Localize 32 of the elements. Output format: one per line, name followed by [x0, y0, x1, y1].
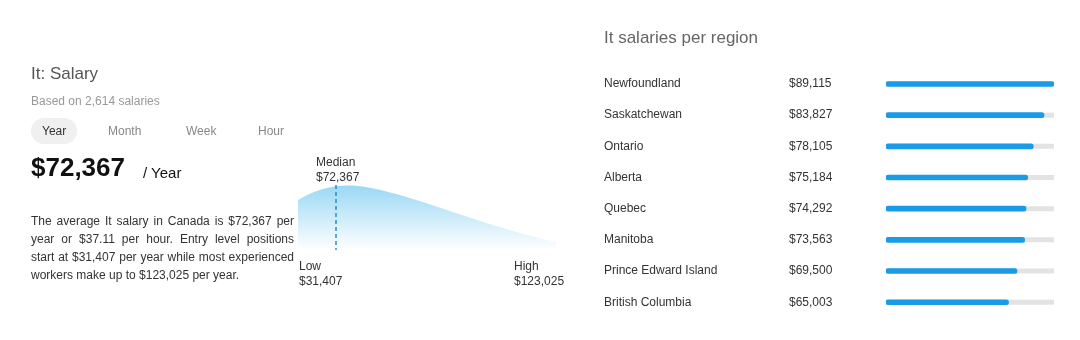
data-label: $65,003: [789, 294, 833, 309]
text: $72,367: [31, 152, 125, 183]
text: It salaries per region: [604, 27, 759, 47]
text: Based on 2,614 salaries: [31, 94, 160, 108]
text: Week: [186, 124, 217, 138]
y-tick-label: British Columbia: [604, 294, 692, 309]
text: $31,407: [299, 274, 343, 288]
data-label: $73,563: [789, 232, 833, 247]
y-tick-label: Prince Edward Island: [604, 263, 718, 278]
text: It: Salary: [31, 64, 99, 84]
text: $123,025: [514, 274, 565, 288]
text: The average It salary in Canada is $72,367 per year or $37.11 per hour. Entry level positions start at $31,407 per year while most experienced workers make up to $123,025 per year.: [31, 213, 294, 284]
text: Median: [316, 155, 356, 169]
data-label: $89,115: [789, 76, 832, 91]
data-label: $75,184: [789, 169, 833, 184]
data-label: $74,292: [789, 201, 833, 215]
data-label: $78,105: [789, 138, 833, 153]
text: / Year: [143, 164, 182, 181]
text: Hour: [258, 124, 285, 138]
data-label: $83,827: [789, 107, 833, 122]
y-tick-label: Alberta: [604, 169, 643, 184]
y-tick-label: Saskatchewan: [604, 107, 683, 122]
text: Year: [31, 118, 78, 144]
text: High: [514, 259, 539, 273]
text: Low: [299, 259, 322, 273]
data-label: $69,500: [789, 263, 833, 278]
text: $72,367: [316, 170, 360, 184]
y-tick-label: Quebec: [604, 201, 647, 215]
y-tick-label: Ontario: [604, 138, 644, 153]
y-tick-label: Manitoba: [604, 232, 654, 247]
text: Month: [108, 124, 142, 138]
y-tick-label: Newfoundland: [604, 76, 681, 91]
